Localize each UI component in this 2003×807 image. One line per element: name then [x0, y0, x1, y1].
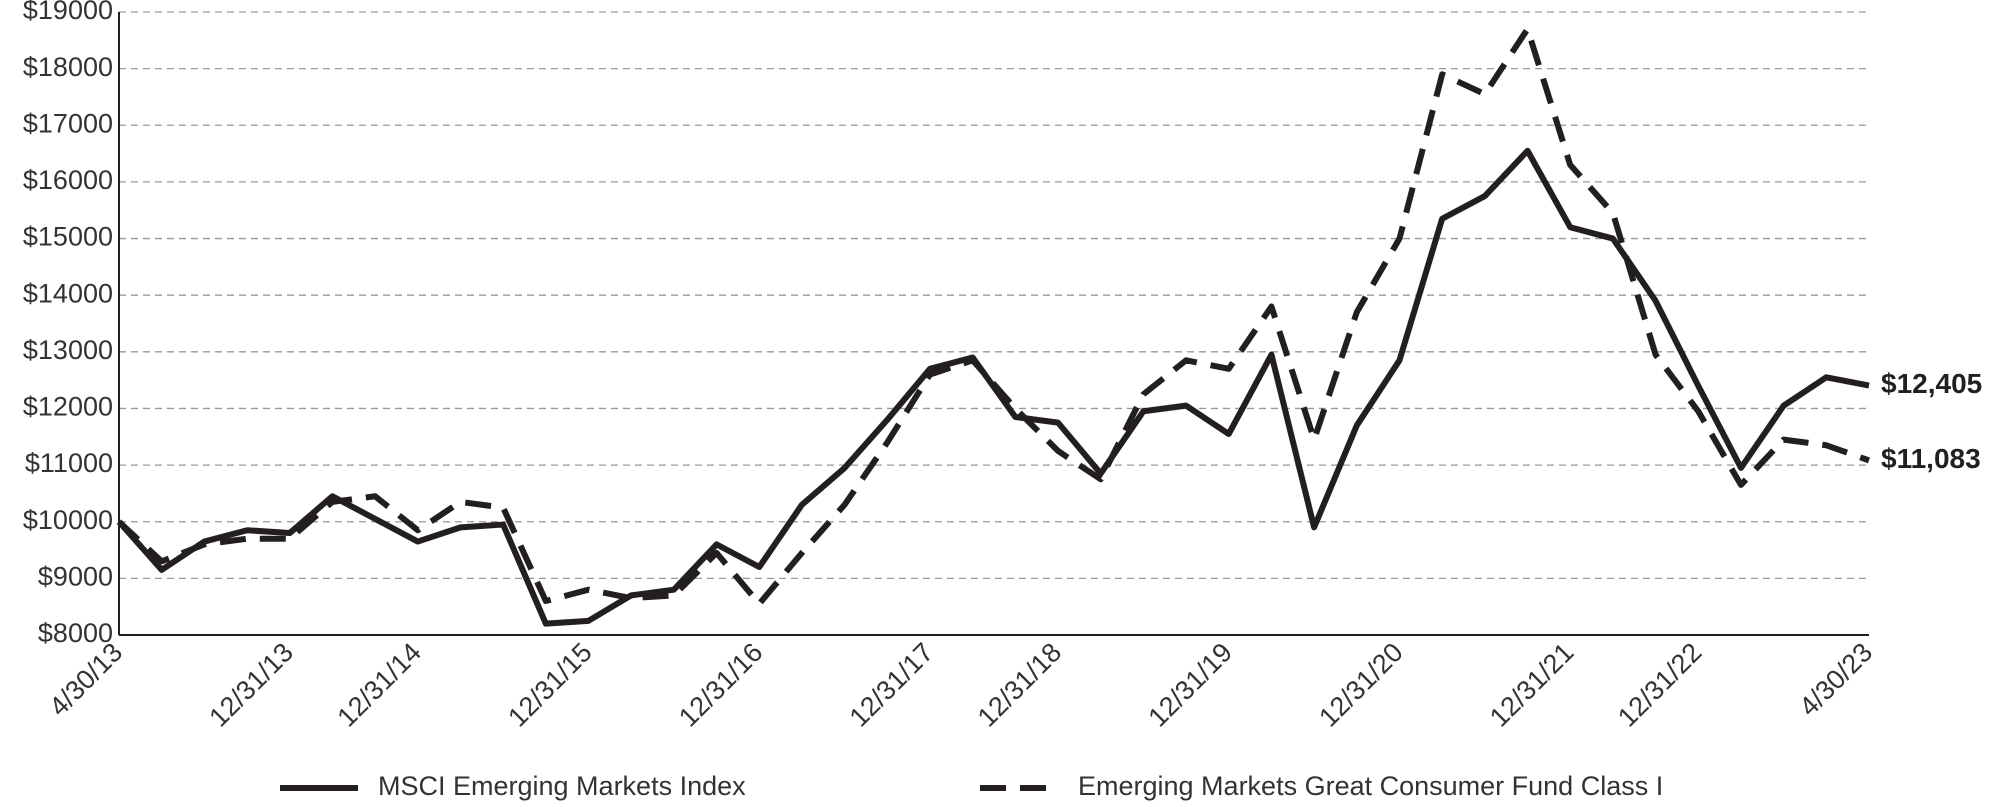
y-tick-label: $11000 — [25, 448, 113, 478]
y-tick-label: $8000 — [38, 618, 113, 648]
x-tick-label: 4/30/13 — [43, 637, 128, 722]
x-tick-label: 12/31/22 — [1612, 637, 1708, 733]
x-tick-label: 12/31/17 — [844, 637, 940, 733]
y-tick-label: $9000 — [38, 561, 113, 591]
series-line — [116, 25, 1871, 607]
x-tick-label: 12/31/16 — [673, 637, 769, 733]
x-tick-label: 12/31/13 — [203, 637, 299, 733]
end-value-label: $11,083 — [1881, 443, 1981, 474]
x-tick-label: 4/30/23 — [1793, 637, 1878, 722]
x-tick-label: 12/31/21 — [1484, 637, 1580, 733]
x-tick-label: 12/31/15 — [502, 637, 598, 733]
x-tick-label: 12/31/14 — [332, 637, 428, 733]
y-tick-label: $18000 — [23, 52, 113, 82]
y-tick-label: $13000 — [23, 335, 113, 365]
legend-label: Emerging Markets Great Consumer Fund Cla… — [1078, 771, 1663, 801]
end-value-label: $12,405 — [1881, 368, 1982, 399]
y-tick-label: $16000 — [23, 165, 113, 195]
y-tick-label: $17000 — [23, 108, 113, 138]
y-tick-label: $14000 — [23, 278, 113, 308]
y-tick-label: $10000 — [23, 505, 113, 535]
x-tick-label: 12/31/20 — [1313, 637, 1409, 733]
y-tick-label: $19000 — [23, 0, 113, 25]
x-tick-label: 12/31/19 — [1143, 637, 1239, 733]
y-tick-label: $12000 — [23, 392, 113, 422]
y-tick-label: $15000 — [23, 222, 113, 252]
x-tick-label: 12/31/18 — [972, 637, 1068, 733]
legend-label: MSCI Emerging Markets Index — [378, 771, 746, 801]
